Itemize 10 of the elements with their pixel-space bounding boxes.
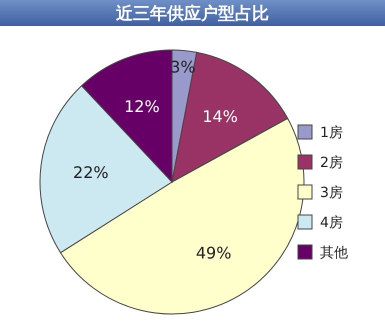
data-label: 14% xyxy=(202,106,238,126)
legend-label: 2房 xyxy=(320,155,343,171)
data-label: 12% xyxy=(124,96,160,116)
legend-label: 其他 xyxy=(320,245,348,261)
chart-title: 近三年供应户型占比 xyxy=(115,4,269,24)
legend-label: 1房 xyxy=(320,125,343,141)
data-label: 22% xyxy=(73,162,109,182)
data-label: 49% xyxy=(196,243,232,262)
legend-label: 3房 xyxy=(320,185,343,201)
legend-label: 4房 xyxy=(320,215,343,231)
